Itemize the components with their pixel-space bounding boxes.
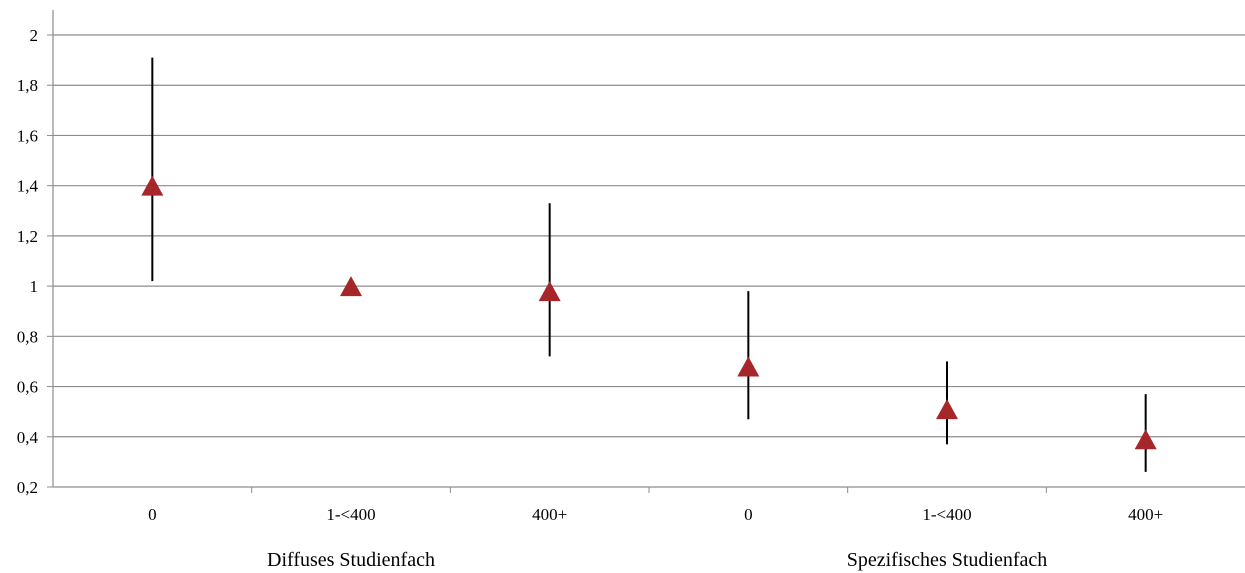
x-tick-label: 0 bbox=[148, 505, 157, 524]
data-point-triangle bbox=[141, 175, 164, 196]
x-tick-label: 0 bbox=[744, 505, 753, 524]
axes bbox=[47, 10, 1245, 493]
group-labels: Diffuses Studienfach Spezifisches Studien… bbox=[267, 549, 1047, 571]
y-tick-labels: 0,2 0,4 0,6 0,8 1 1,2 1,4 1,6 1,8 2 bbox=[17, 26, 39, 497]
data-point-triangle bbox=[538, 281, 561, 302]
y-tick-label: 1 bbox=[30, 277, 39, 296]
error-bars bbox=[151, 57, 1147, 472]
grid-lines bbox=[53, 34, 1245, 438]
y-tick-label: 1,6 bbox=[17, 126, 38, 145]
x-tick-label: 400+ bbox=[532, 505, 567, 524]
data-point-triangle bbox=[340, 276, 362, 297]
y-tick-label: 2 bbox=[30, 26, 39, 45]
y-tick-label: 1,2 bbox=[17, 227, 38, 246]
x-tick-labels: 0 1-<400 400+ 0 1-<400 400+ bbox=[148, 505, 1163, 524]
data-point-triangle bbox=[1134, 429, 1157, 450]
x-tick-label: 400+ bbox=[1128, 505, 1163, 524]
group-label: Spezifisches Studienfach bbox=[847, 549, 1048, 571]
x-tick-label: 1-<400 bbox=[922, 505, 971, 524]
y-tick-label: 0,2 bbox=[17, 478, 38, 497]
y-tick-label: 0,4 bbox=[17, 428, 39, 447]
y-tick-label: 1,4 bbox=[17, 177, 39, 196]
y-tick-label: 1,8 bbox=[17, 76, 38, 95]
data-markers bbox=[141, 175, 1157, 450]
data-point-triangle bbox=[936, 399, 958, 420]
y-tick-label: 0,6 bbox=[17, 378, 38, 397]
y-tick-label: 0,8 bbox=[17, 327, 38, 346]
data-point-triangle bbox=[737, 356, 760, 377]
group-label: Diffuses Studienfach bbox=[267, 549, 435, 571]
x-tick-label: 1-<400 bbox=[326, 505, 375, 524]
